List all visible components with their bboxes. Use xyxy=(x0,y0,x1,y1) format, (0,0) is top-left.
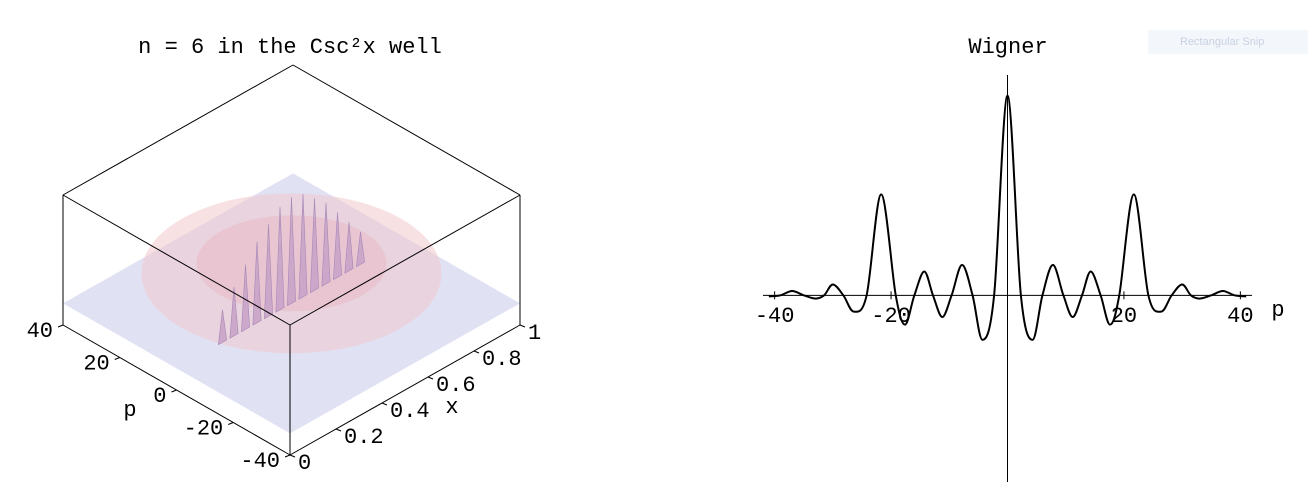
p-tick xyxy=(57,324,64,328)
wigner-line xyxy=(768,94,1247,341)
x-axis-label: x xyxy=(445,395,458,420)
p-axis-label: p xyxy=(123,398,136,423)
x-tick-label: 0 xyxy=(298,451,311,476)
surface-spike xyxy=(264,224,273,320)
x-tick xyxy=(335,428,342,432)
p-tick-label: -20 xyxy=(184,416,224,441)
surface-spike xyxy=(310,198,319,294)
surface-spike xyxy=(321,202,331,287)
p-tick xyxy=(228,422,234,425)
surface-spike xyxy=(344,222,354,274)
x-tick xyxy=(381,402,388,406)
x-tick-label: 40 xyxy=(1227,304,1253,329)
wigner-x-label: p xyxy=(1271,298,1284,323)
p-tick-label: -40 xyxy=(240,449,280,474)
p-tick xyxy=(171,389,177,393)
surface-spike xyxy=(355,231,365,268)
box-edge xyxy=(62,194,291,326)
x-tick-label: 0.4 xyxy=(390,399,430,424)
p-tick xyxy=(114,357,120,360)
x-tick-label: 0.2 xyxy=(344,425,384,450)
x-tick xyxy=(473,350,480,354)
surface-spike xyxy=(229,287,239,339)
x-tick-label: 1 xyxy=(528,321,541,346)
x-tick xyxy=(519,324,526,328)
p-tick-label: 0 xyxy=(153,384,166,409)
box-edge xyxy=(289,194,521,326)
surface-spike xyxy=(287,197,296,307)
surface-spike xyxy=(217,309,227,346)
surface-spike xyxy=(275,206,285,313)
x-tick-label: 0.8 xyxy=(482,347,522,372)
box-edge xyxy=(62,64,294,196)
p-tick xyxy=(284,454,291,458)
surface-spike xyxy=(298,193,308,300)
x-tick xyxy=(427,376,434,380)
p-tick-label: 20 xyxy=(83,351,109,376)
box-edge xyxy=(289,324,521,456)
x-tick-label: 0.6 xyxy=(436,373,476,398)
wigner-title: Wigner xyxy=(968,35,1047,60)
box-edge xyxy=(292,64,521,196)
surface-title: n = 6 in the Csc²x well xyxy=(138,35,442,60)
snip-badge xyxy=(1148,30,1308,54)
snip-label: Rectangular Snip xyxy=(1180,36,1264,48)
surface-spike xyxy=(333,212,342,281)
p-tick-label: 40 xyxy=(27,319,53,344)
surface-spike xyxy=(252,241,262,326)
x-tick-label: -40 xyxy=(755,304,795,329)
x-tick xyxy=(289,454,296,458)
